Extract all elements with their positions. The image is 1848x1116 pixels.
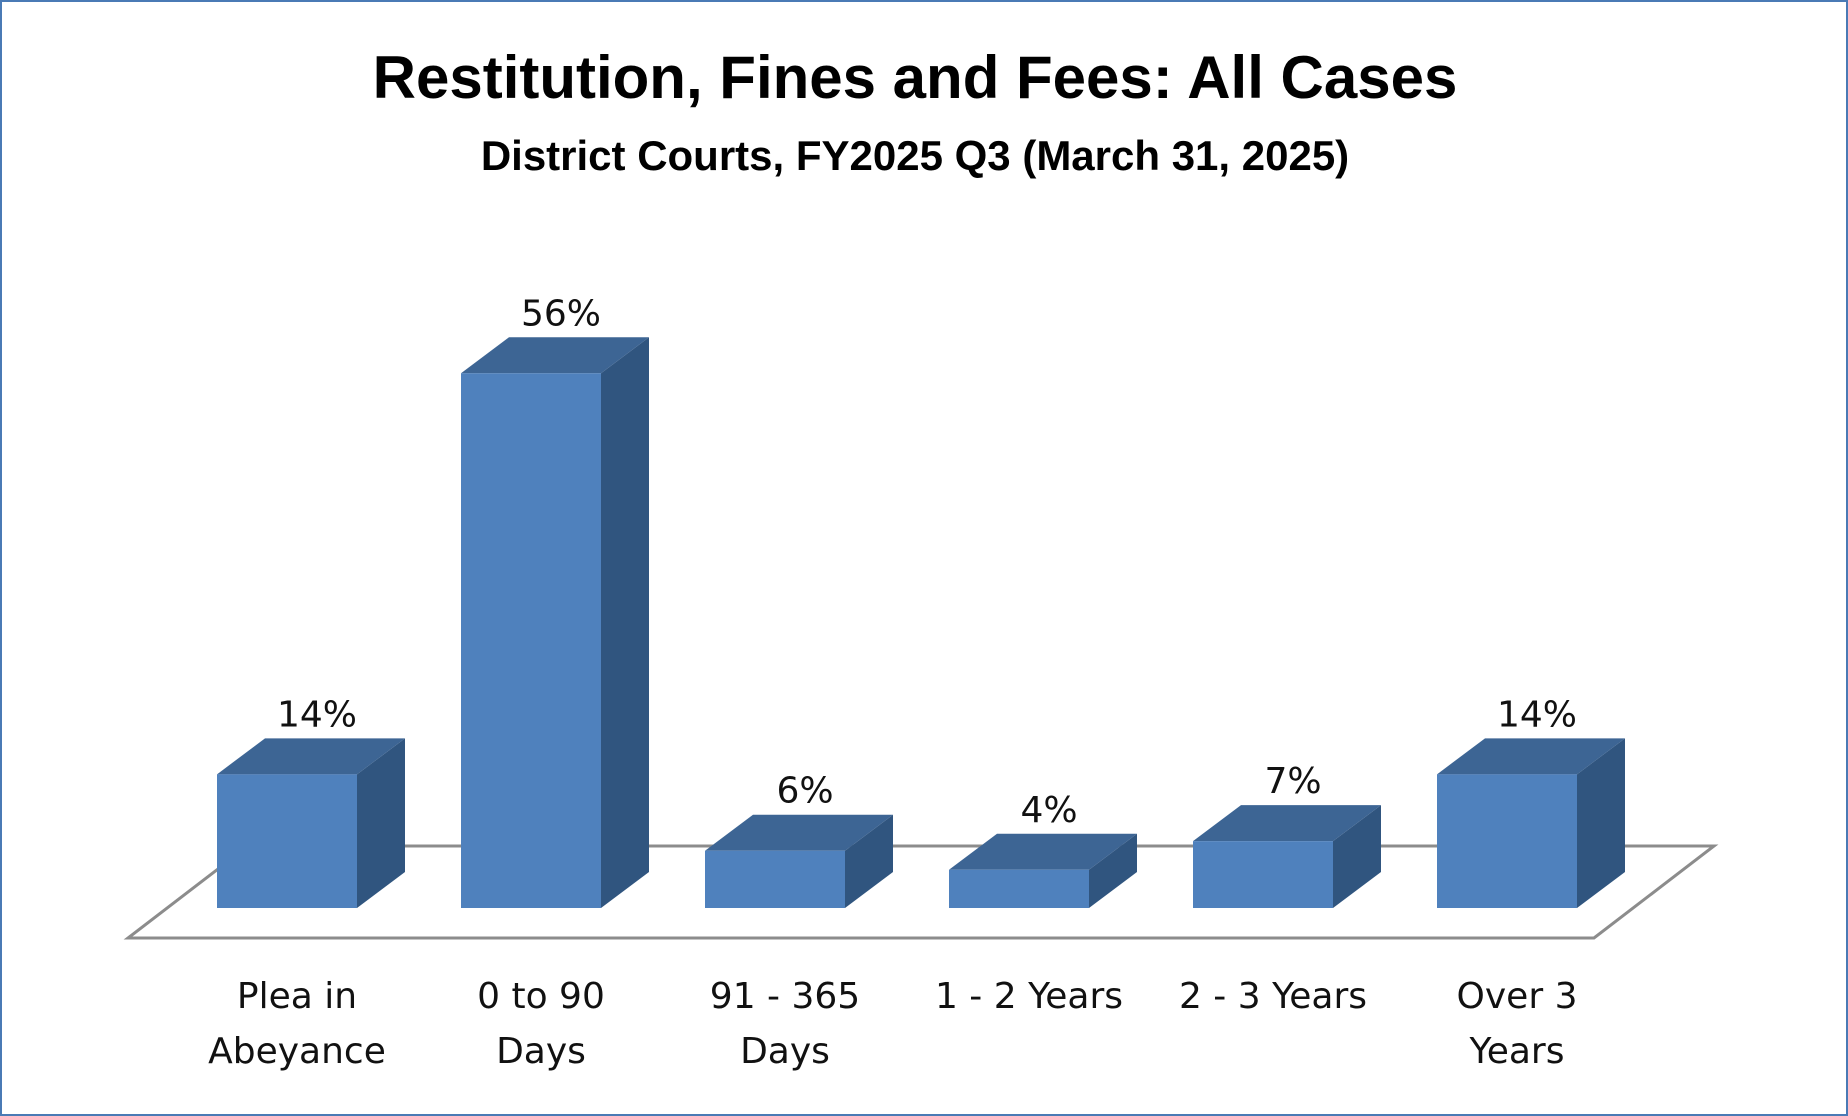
category-label: 0 to 90 Days bbox=[477, 976, 605, 1072]
category-label-line: 91 - 365 bbox=[710, 976, 860, 1017]
bar-front-face bbox=[949, 869, 1089, 908]
category-label: Over 3 Years bbox=[1457, 976, 1578, 1072]
category-labels-group: Plea in Abeyance 0 to 90 Days 91 - 365 Days 1 … bbox=[208, 976, 1577, 1072]
category-label-line: Years bbox=[1469, 1031, 1565, 1072]
bar-top-face bbox=[217, 738, 405, 775]
chart-subtitle: District Courts, FY2025 Q3 (March 31, 20… bbox=[481, 132, 1349, 179]
category-label-line: 0 to 90 bbox=[477, 976, 605, 1017]
category-label-line: Plea in bbox=[237, 976, 357, 1017]
bar-front-face bbox=[1437, 774, 1577, 908]
bar-top-face bbox=[461, 337, 649, 374]
data-label: 56% bbox=[521, 293, 601, 334]
category-label: Plea in Abeyance bbox=[208, 976, 386, 1072]
category-label-line: 1 - 2 Years bbox=[935, 976, 1123, 1017]
chart-title: Restitution, Fines and Fees: All Cases bbox=[373, 44, 1458, 111]
category-label: 91 - 365 Days bbox=[710, 976, 860, 1072]
bar-side-face bbox=[1333, 805, 1381, 908]
bar-front-face bbox=[705, 850, 845, 908]
bar bbox=[461, 337, 649, 908]
category-label-line: 2 - 3 Years bbox=[1179, 976, 1367, 1017]
bar-side-face bbox=[845, 814, 893, 908]
category-label-line: Days bbox=[740, 1031, 830, 1072]
category-label: 1 - 2 Years bbox=[935, 976, 1123, 1017]
category-label-line: Over 3 bbox=[1457, 976, 1578, 1017]
bar-top-face bbox=[1193, 805, 1381, 842]
bar bbox=[705, 814, 893, 908]
data-labels-group: 14% 56% 6% 4% 7% 14% bbox=[277, 293, 1577, 831]
bar-side-face bbox=[1577, 738, 1625, 908]
bar bbox=[949, 833, 1137, 908]
bar-side-face bbox=[1089, 833, 1137, 908]
bars-group bbox=[217, 337, 1625, 908]
category-label: 2 - 3 Years bbox=[1179, 976, 1367, 1017]
bar-side-face bbox=[601, 337, 649, 908]
data-label: 6% bbox=[776, 771, 833, 812]
bar-top-face bbox=[705, 814, 893, 851]
data-label: 14% bbox=[1497, 694, 1577, 735]
data-label: 7% bbox=[1264, 761, 1321, 802]
bar-front-face bbox=[217, 774, 357, 908]
bar-front-face bbox=[1193, 841, 1333, 908]
data-label: 14% bbox=[277, 694, 357, 735]
bar bbox=[1193, 805, 1381, 908]
category-label-line: Abeyance bbox=[208, 1031, 386, 1072]
bar bbox=[217, 738, 405, 908]
bar bbox=[1437, 738, 1625, 908]
category-label-line: Days bbox=[496, 1031, 586, 1072]
bar-top-face bbox=[949, 833, 1137, 870]
bar-side-face bbox=[357, 738, 405, 908]
bar-front-face bbox=[461, 373, 601, 908]
data-label: 4% bbox=[1020, 790, 1077, 831]
bar-top-face bbox=[1437, 738, 1625, 775]
